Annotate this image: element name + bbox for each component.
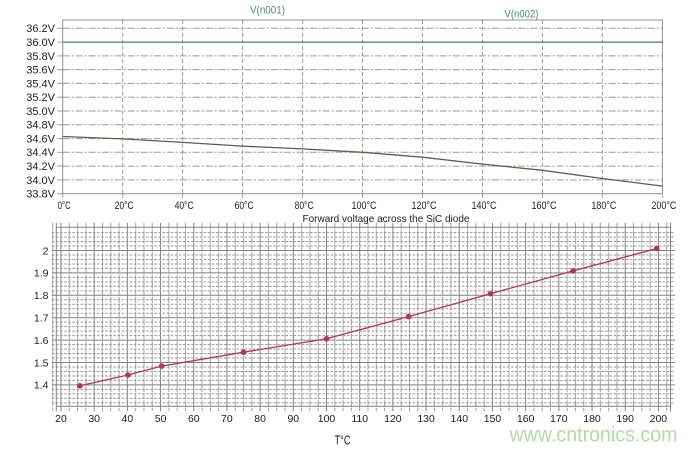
svg-text:1.6: 1.6 bbox=[34, 335, 49, 347]
svg-text:80: 80 bbox=[254, 413, 266, 425]
svg-text:V(n001): V(n001) bbox=[250, 5, 285, 17]
svg-text:1.4: 1.4 bbox=[34, 380, 49, 392]
svg-text:110: 110 bbox=[351, 413, 368, 425]
svg-text:36.2V: 36.2V bbox=[26, 23, 55, 35]
svg-text:35.0V: 35.0V bbox=[26, 106, 55, 118]
svg-text:40: 40 bbox=[122, 413, 134, 425]
svg-text:www.cntronics.com: www.cntronics.com bbox=[509, 424, 678, 447]
svg-text:120: 120 bbox=[384, 413, 402, 425]
svg-text:190: 190 bbox=[616, 413, 634, 425]
svg-text:34.8V: 34.8V bbox=[26, 120, 55, 132]
svg-text:0°C: 0°C bbox=[58, 200, 71, 212]
svg-text:70: 70 bbox=[221, 413, 233, 425]
svg-text:120°C: 120°C bbox=[412, 200, 437, 212]
svg-text:34.4V: 34.4V bbox=[26, 147, 55, 159]
svg-text:40°C: 40°C bbox=[175, 200, 194, 212]
svg-text:180°C: 180°C bbox=[591, 200, 616, 212]
svg-text:60°C: 60°C bbox=[235, 200, 254, 212]
svg-text:34.2V: 34.2V bbox=[26, 161, 55, 173]
svg-text:60: 60 bbox=[188, 413, 200, 425]
svg-text:2: 2 bbox=[43, 245, 49, 257]
svg-text:160: 160 bbox=[517, 413, 535, 425]
svg-text:V(n002): V(n002) bbox=[505, 9, 539, 21]
svg-text:20: 20 bbox=[55, 413, 67, 425]
svg-text:170: 170 bbox=[550, 413, 568, 425]
svg-text:1.5: 1.5 bbox=[34, 357, 49, 369]
svg-text:36.0V: 36.0V bbox=[26, 37, 55, 49]
svg-text:35.2V: 35.2V bbox=[26, 92, 55, 104]
svg-text:200: 200 bbox=[650, 413, 668, 425]
svg-text:200°C: 200°C bbox=[651, 200, 676, 212]
svg-text:90: 90 bbox=[287, 413, 299, 425]
svg-text:Forward voltage across the SiC: Forward voltage across the SiC diode bbox=[303, 213, 470, 225]
svg-text:80°C: 80°C bbox=[295, 200, 314, 212]
svg-text:35.4V: 35.4V bbox=[26, 78, 55, 90]
svg-text:1.7: 1.7 bbox=[34, 313, 49, 325]
svg-text:140°C: 140°C bbox=[472, 200, 497, 212]
svg-text:35.8V: 35.8V bbox=[26, 51, 55, 63]
svg-text:1.9: 1.9 bbox=[34, 268, 49, 280]
svg-text:150: 150 bbox=[484, 413, 502, 425]
svg-text:160°C: 160°C bbox=[532, 200, 557, 212]
svg-text:35.6V: 35.6V bbox=[26, 65, 55, 77]
svg-text:100: 100 bbox=[318, 413, 336, 425]
svg-text:140: 140 bbox=[451, 413, 469, 425]
svg-text:50: 50 bbox=[155, 413, 167, 425]
svg-text:180: 180 bbox=[583, 413, 601, 425]
svg-text:100°C: 100°C bbox=[352, 200, 377, 212]
svg-text:20°C: 20°C bbox=[115, 200, 134, 212]
svg-text:130: 130 bbox=[417, 413, 435, 425]
svg-text:1.8: 1.8 bbox=[34, 290, 49, 302]
svg-text:33.8V: 33.8V bbox=[26, 189, 55, 201]
svg-text:T°C: T°C bbox=[335, 434, 351, 448]
svg-text:34.6V: 34.6V bbox=[26, 134, 55, 146]
svg-text:30: 30 bbox=[88, 413, 100, 425]
svg-text:34.0V: 34.0V bbox=[26, 175, 55, 187]
